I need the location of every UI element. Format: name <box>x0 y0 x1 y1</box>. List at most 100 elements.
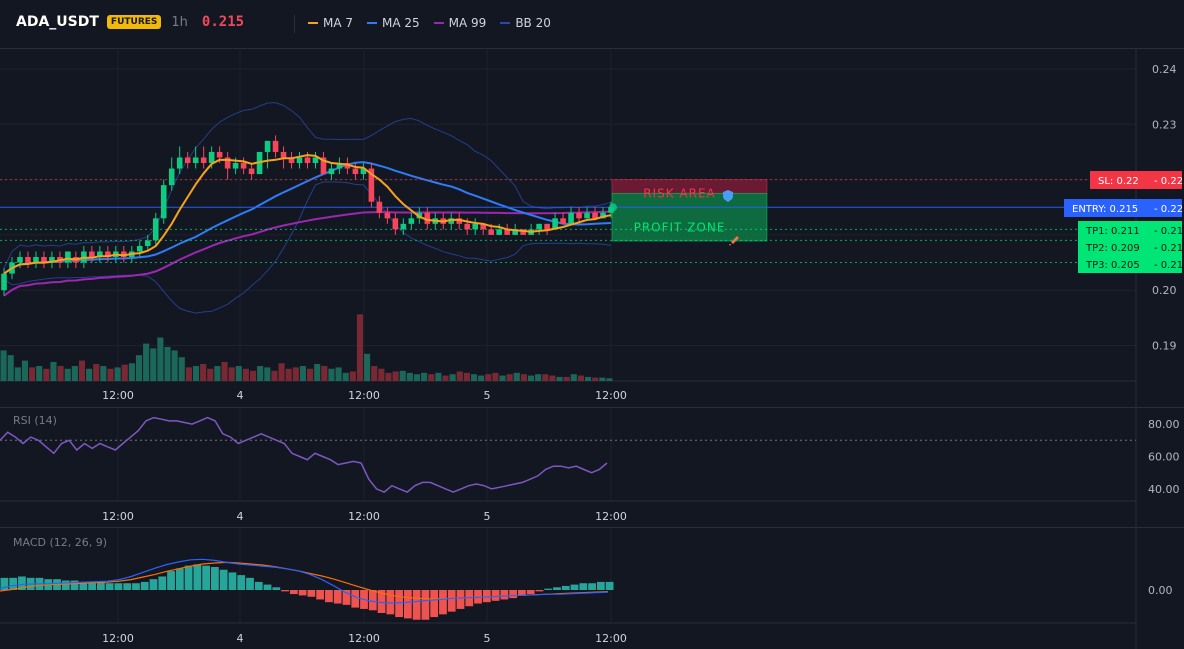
macd-line <box>0 558 609 604</box>
macd-histogram-bar <box>167 571 175 590</box>
legend-ma25-swatch <box>367 22 378 24</box>
time-axis-label: 12:00 <box>595 389 627 402</box>
candle-body <box>456 218 463 224</box>
volume-bar <box>535 374 542 381</box>
legend-ma25[interactable]: MA 25 <box>367 16 420 30</box>
legend-ma7[interactable]: MA 7 <box>308 16 353 30</box>
candle-body <box>200 157 207 164</box>
volume-bar <box>421 372 428 381</box>
macd-histogram-bar <box>202 565 211 590</box>
volume-bar <box>164 347 171 381</box>
macd-histogram-bar <box>18 576 26 590</box>
volume-bar <box>506 374 513 381</box>
volume-bar <box>342 372 349 381</box>
legend-bb20-label: BB 20 <box>515 16 551 30</box>
macd-time-label: 12:00 <box>102 632 134 645</box>
macd-histogram-bar <box>237 575 246 590</box>
level-badge-label: ENTRY: 0.215 <box>1072 204 1138 215</box>
volume-bar <box>428 374 435 381</box>
macd-histogram-bar <box>254 581 263 590</box>
rsi-pane[interactable]: 80.00 60.00 40.00 RSI (14) 12:00 4 12:00 5 12:00 <box>0 408 1184 528</box>
volume-bar <box>570 374 577 381</box>
macd-histogram-bar <box>526 590 535 595</box>
legend-ma25-label: MA 25 <box>382 16 420 30</box>
macd-histogram-bar <box>88 581 96 590</box>
volume-bar <box>292 367 299 381</box>
volume-bar <box>43 368 50 381</box>
volume-bar <box>321 366 328 381</box>
macd-histogram-bar <box>175 568 184 590</box>
volume-bar <box>271 370 278 381</box>
volume-bar <box>392 371 399 381</box>
candle-body <box>464 223 471 230</box>
candle-body <box>544 223 550 230</box>
time-axis-label: 12:00 <box>102 389 134 402</box>
candle-body <box>368 168 375 202</box>
macd-histogram-bar <box>605 581 614 590</box>
price-axis-label: 0.19 <box>1152 340 1177 353</box>
candle-body <box>65 251 71 263</box>
candle-body <box>232 163 239 169</box>
volume-bar <box>599 377 606 381</box>
price-pane-bg <box>0 48 1184 408</box>
candle-body <box>592 212 598 219</box>
volume-bar <box>235 366 242 381</box>
volume-bar <box>114 367 121 381</box>
volume-bar <box>435 372 442 381</box>
legend-bb20[interactable]: BB 20 <box>500 16 551 30</box>
macd-histogram-bar <box>351 590 360 608</box>
macd-histogram-bar <box>588 583 596 590</box>
rsi-time-label: 12:00 <box>595 510 627 523</box>
volume-bar <box>577 375 584 381</box>
candle-body <box>168 168 175 186</box>
rsi-axis-label: 60.00 <box>1148 451 1180 464</box>
level-badge-value: - 0.22 <box>1154 176 1183 187</box>
level-badge-bg <box>1078 221 1182 239</box>
macd-histogram-bar <box>184 565 193 590</box>
macd-histogram-bar <box>281 590 289 592</box>
volume-bar <box>64 368 71 381</box>
macd-histogram-bar <box>0 577 9 590</box>
volume-bar <box>299 366 306 381</box>
profit-zone-label: PROFIT ZONE <box>634 220 726 234</box>
legend-ma99[interactable]: MA 99 <box>433 16 487 30</box>
macd-pane[interactable]: 0.00 MACD (12, 26, 9) 12:00 4 12:00 5 12:00 <box>0 528 1184 649</box>
last-price: 0.215 <box>201 14 245 30</box>
candle-body <box>248 168 255 175</box>
candle-body <box>328 168 335 175</box>
candle-body <box>512 229 518 235</box>
volume-bar <box>249 370 257 381</box>
candle-body <box>336 163 343 169</box>
bb-upper-band <box>3 102 612 269</box>
macd-histogram-bar <box>298 590 307 596</box>
volume-bar <box>264 367 271 381</box>
candle-body <box>176 157 183 169</box>
level-badge-bg <box>1064 199 1182 217</box>
symbol-name[interactable]: ADA_USDT <box>16 14 99 30</box>
macd-histogram-bar <box>79 581 88 590</box>
legend-ma7-swatch <box>308 22 318 24</box>
volume-bar <box>178 357 185 381</box>
volume-bar <box>606 378 613 381</box>
volume-bar <box>100 366 107 381</box>
timeframe-selector[interactable]: 1h <box>171 14 188 30</box>
volume-bar <box>549 375 556 381</box>
macd-histogram-bar <box>246 577 254 590</box>
volume-bar <box>128 363 135 381</box>
chart-header: ADA_USDT FUTURES 1h 0.215 MA 7 MA 25 MA … <box>0 0 1184 48</box>
macd-histogram-bar <box>193 564 202 590</box>
macd-histogram-bar <box>447 590 456 612</box>
macd-histogram-bar <box>456 590 465 609</box>
macd-time-label: 5 <box>484 632 491 645</box>
volume-bar <box>7 355 14 381</box>
macd-histogram-bar <box>61 580 70 590</box>
legend-ma99-label: MA 99 <box>448 16 487 30</box>
volume-bar <box>257 366 264 381</box>
macd-histogram-bar <box>579 583 588 590</box>
candle-body <box>448 218 455 224</box>
macd-histogram-bar <box>325 590 333 603</box>
volume-bar <box>499 375 506 381</box>
macd-histogram-bar <box>132 583 140 590</box>
candle-body <box>105 251 111 258</box>
